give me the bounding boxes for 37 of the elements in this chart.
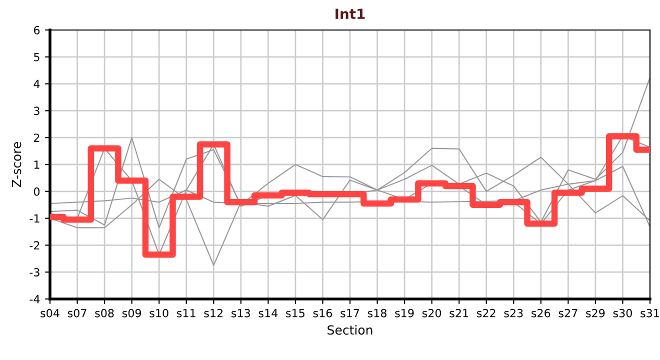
- x-tick-label: s13: [232, 308, 250, 318]
- y-tick-label: 3: [34, 106, 40, 116]
- x-tick-label: s12: [204, 308, 222, 318]
- y-tick-label: -1: [30, 214, 40, 223]
- x-tick-label: s17: [340, 309, 360, 318]
- y-tick-label: 6: [34, 26, 40, 34]
- x-tick-label: s09: [122, 308, 141, 318]
- y-tick-label: -2: [30, 241, 40, 250]
- y-tick-label: -4: [30, 295, 40, 304]
- y-tick-label: 1: [34, 160, 40, 169]
- x-tick-label: s11: [177, 309, 196, 318]
- y-tick-label: 5: [34, 53, 40, 62]
- x-tick-label: s16: [313, 308, 332, 318]
- x-tick-label: s21: [450, 308, 468, 318]
- x-tick-label: s07: [68, 308, 86, 318]
- x-tick-label: s23: [504, 308, 523, 318]
- chart-title: Int1: [336, 8, 365, 19]
- x-tick-label: s14: [258, 309, 278, 318]
- x-tick-label: s18: [368, 308, 386, 318]
- x-tick-label: s15: [286, 309, 304, 318]
- x-axis-title: Section: [328, 325, 372, 335]
- y-tick-label: 0: [34, 187, 40, 196]
- x-tick-label: s26: [532, 308, 550, 318]
- y-tick-label: 2: [34, 134, 40, 142]
- x-tick-label: s19: [395, 308, 414, 318]
- x-tick-label: s27: [558, 308, 578, 318]
- x-tick-label: s10: [150, 308, 168, 318]
- x-tick-label: s31: [640, 308, 659, 318]
- x-tick-label: s22: [477, 308, 496, 318]
- x-tick-label: s20: [422, 308, 442, 318]
- x-tick-label: s29: [586, 308, 605, 318]
- y-tick-label: -3: [30, 268, 40, 276]
- y-axis-title: Z-score: [12, 142, 22, 188]
- y-tick-label: 4: [34, 80, 40, 88]
- x-tick-label: s04: [40, 308, 60, 318]
- x-tick-label: s30: [613, 308, 632, 318]
- x-tick-label: s08: [95, 308, 114, 318]
